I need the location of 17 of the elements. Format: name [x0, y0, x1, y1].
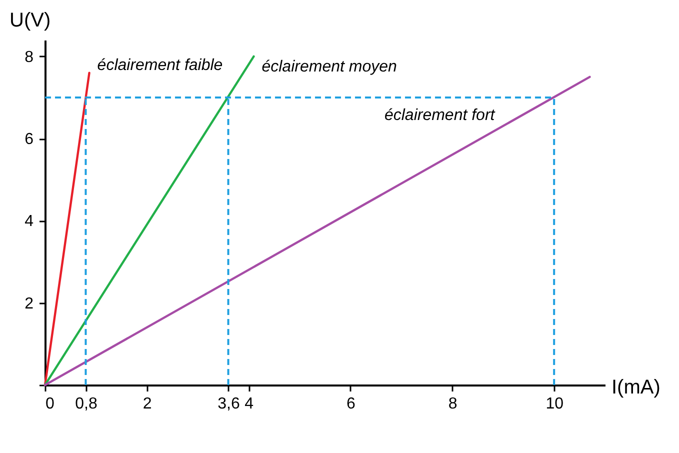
x-tick-label: 6 [346, 396, 356, 412]
y-tick-label: 6 [24, 131, 34, 148]
x-tick-label: 10 [546, 396, 564, 412]
x-axis-title: I(mA) [612, 376, 660, 398]
x-tick-label: 8 [448, 396, 458, 412]
x-tick-label: 4 [244, 396, 254, 412]
x-tick-label: 0,8 [75, 396, 98, 412]
x-tick-label: 2 [142, 396, 152, 412]
y-tick-label: 2 [24, 295, 34, 312]
series-label: éclairement moyen [262, 58, 397, 76]
y-tick-label: 4 [24, 213, 34, 230]
y-tick-label: 8 [24, 48, 34, 66]
series-label: éclairement fort [384, 106, 496, 124]
x-tick-label: 0 [46, 396, 54, 412]
series-label: éclairement faible [97, 56, 223, 74]
x-tick-label: 3,6 [218, 396, 240, 412]
y-axis-title: U(V) [10, 10, 51, 32]
